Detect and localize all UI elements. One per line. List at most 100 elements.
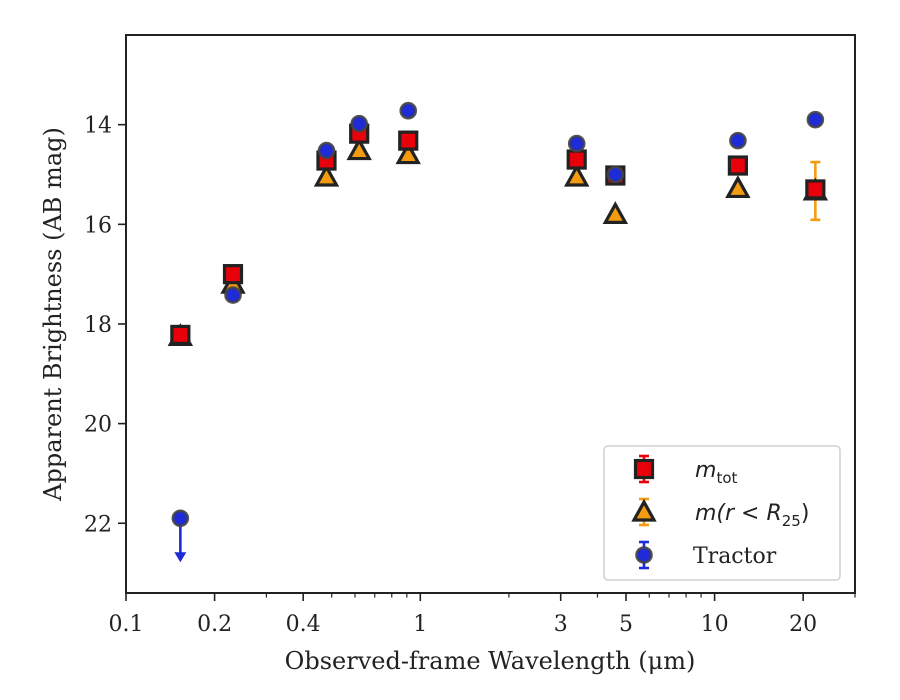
data-point	[350, 114, 368, 133]
data-point	[346, 137, 372, 161]
x-tick-label: 0.2	[197, 612, 232, 637]
y-tick-label: 16	[84, 213, 112, 238]
plot-frame	[125, 34, 856, 594]
data-point	[606, 165, 625, 184]
circle-marker	[606, 165, 625, 184]
data-point	[567, 134, 586, 153]
data-point	[399, 101, 418, 120]
y-tick-label: 22	[84, 512, 112, 537]
circle-marker	[399, 101, 418, 120]
x-tick-label: 3	[554, 612, 568, 637]
circle-marker	[317, 141, 336, 160]
data-point	[395, 141, 421, 165]
square-marker	[805, 179, 826, 200]
data-point	[170, 324, 191, 346]
data-point	[727, 155, 748, 176]
data-point	[317, 141, 336, 160]
legend-symbol	[635, 546, 653, 564]
series-circle	[171, 101, 825, 563]
square-marker	[398, 130, 419, 151]
y-axis-title: Apparent Brightness (AB mag)	[39, 127, 67, 502]
circle-marker	[350, 114, 368, 133]
square-marker	[566, 149, 587, 170]
triangle-marker	[631, 498, 657, 522]
circle-marker	[806, 110, 825, 129]
series-square	[170, 123, 826, 346]
legend-marker-circle	[635, 540, 653, 570]
x-tick-label: 0.4	[286, 612, 321, 637]
data-point	[224, 286, 242, 304]
circle-marker	[729, 131, 747, 150]
data-point	[566, 149, 587, 170]
legend-label-tractor: Tractor	[693, 544, 777, 569]
legend-box	[603, 445, 841, 581]
data-point	[805, 179, 826, 200]
legend-label-mtot: mtot	[695, 458, 737, 487]
y-tick-label: 14	[84, 114, 112, 139]
circle-marker	[224, 286, 242, 304]
circle-marker	[224, 286, 242, 304]
legend-symbol	[633, 458, 655, 480]
triangle-marker	[602, 201, 629, 224]
plot-area: 0.1 0.2 0.4 1 3 5 10 20 14 16 18 20 22	[84, 34, 856, 637]
square-marker	[805, 179, 826, 200]
triangle-marker	[725, 175, 751, 199]
data-point	[725, 175, 751, 199]
circle-marker	[567, 134, 586, 153]
circle-marker	[171, 509, 190, 528]
square-marker	[398, 130, 419, 151]
series-triangle	[167, 137, 829, 347]
data-point	[563, 163, 590, 187]
data-point	[602, 201, 629, 224]
legend-markers	[631, 454, 657, 570]
circle-marker	[399, 101, 418, 120]
triangle-marker	[563, 163, 590, 187]
triangle-marker	[395, 141, 421, 165]
data-series	[167, 101, 829, 563]
legend: mtot m(r < R25) Tractor	[603, 445, 841, 581]
triangle-marker	[602, 201, 629, 224]
triangle-marker	[725, 175, 751, 199]
y-tick-label: 18	[84, 313, 112, 338]
circle-marker	[567, 134, 586, 153]
legend-symbol	[631, 498, 657, 522]
data-point	[398, 130, 419, 151]
triangle-marker	[563, 163, 590, 187]
circle-marker	[606, 165, 625, 184]
square-marker	[727, 155, 748, 176]
x-tick-label: 5	[619, 612, 633, 637]
triangle-marker	[313, 163, 340, 187]
triangle-marker	[346, 137, 372, 161]
legend-marker-square	[633, 454, 655, 484]
square-marker	[170, 324, 191, 346]
circle-marker	[350, 114, 368, 133]
triangle-marker	[346, 137, 372, 161]
triangle-marker	[313, 163, 340, 187]
data-point	[222, 264, 244, 285]
square-marker	[633, 458, 655, 480]
square-marker	[222, 264, 244, 285]
data-point	[313, 163, 340, 187]
circle-marker	[317, 141, 336, 160]
triangle-marker	[395, 141, 421, 165]
x-tick-label: 0.1	[109, 612, 144, 637]
x-tick-label: 1	[413, 612, 427, 637]
circle-marker	[729, 131, 747, 150]
circle-marker	[635, 546, 653, 564]
legend-label-mr25: m(r < R25)	[695, 501, 809, 530]
square-marker	[222, 264, 244, 285]
y-tick-label: 20	[84, 413, 112, 438]
x-tick-label: 20	[789, 612, 817, 637]
circle-marker	[806, 110, 825, 129]
x-axis-title: Observed-frame Wavelength (μm)	[285, 647, 696, 675]
square-marker	[566, 149, 587, 170]
data-point	[729, 131, 747, 150]
legend-marker-triangle	[631, 497, 657, 527]
data-point	[171, 509, 190, 563]
square-marker	[170, 324, 191, 346]
upper-limit-arrowhead	[174, 552, 187, 563]
circle-marker	[171, 509, 190, 528]
y-axis-ticks: 14 16 18 20 22	[84, 114, 126, 537]
x-tick-label: 10	[701, 612, 729, 637]
